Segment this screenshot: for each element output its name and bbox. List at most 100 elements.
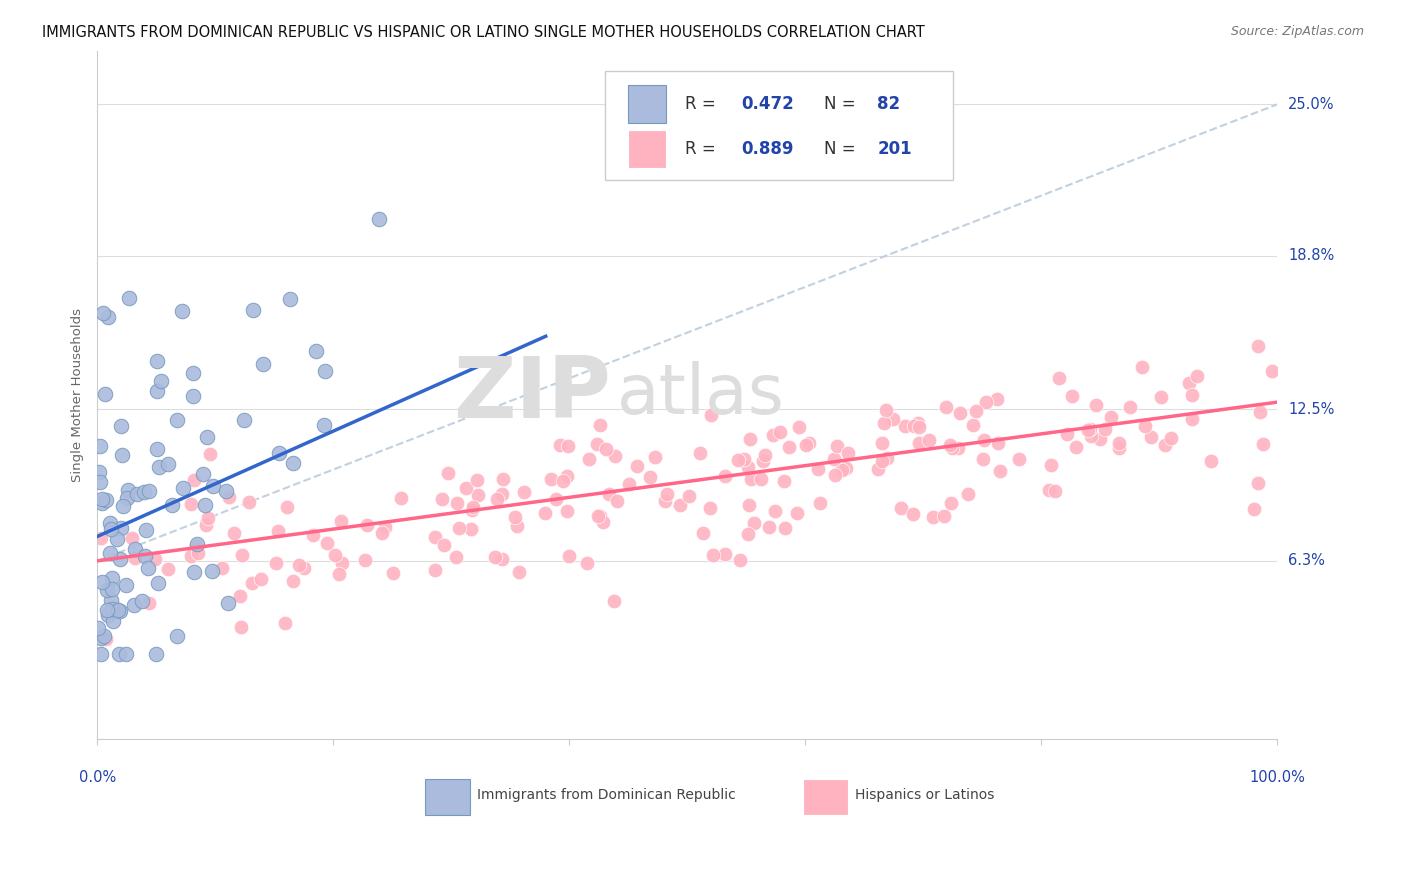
Y-axis label: Single Mother Households: Single Mother Households	[72, 308, 84, 482]
Point	[742, 516, 765, 530]
Point	[166, 629, 188, 643]
Point	[491, 472, 513, 486]
Point	[823, 451, 845, 466]
Point	[754, 448, 776, 462]
Point	[90, 495, 112, 509]
Point	[172, 303, 194, 318]
Point	[626, 458, 648, 473]
Point	[101, 582, 124, 596]
Point	[773, 521, 796, 535]
Point	[876, 450, 898, 465]
Point	[787, 420, 810, 434]
FancyBboxPatch shape	[426, 779, 470, 814]
Point	[389, 491, 412, 506]
Point	[184, 539, 207, 553]
Point	[589, 509, 612, 524]
Point	[603, 594, 626, 608]
Text: 18.8%: 18.8%	[1288, 248, 1334, 263]
Point	[699, 501, 721, 516]
Point	[938, 438, 960, 452]
Point	[200, 447, 222, 461]
Point	[465, 473, 488, 487]
Text: 100.0%: 100.0%	[1249, 770, 1305, 785]
Point	[97, 310, 120, 324]
Point	[100, 522, 122, 536]
Point	[232, 413, 254, 427]
Point	[124, 542, 146, 557]
Point	[540, 472, 562, 486]
Point	[908, 420, 931, 434]
Point	[769, 425, 792, 440]
Point	[1150, 390, 1173, 404]
Point	[145, 647, 167, 661]
Point	[117, 483, 139, 497]
Point	[143, 552, 166, 566]
Point	[374, 519, 396, 533]
Point	[866, 462, 889, 476]
Point	[110, 419, 132, 434]
Point	[180, 497, 202, 511]
Point	[367, 211, 389, 226]
Point	[149, 374, 172, 388]
Point	[91, 575, 114, 590]
Point	[786, 506, 808, 520]
Point	[638, 469, 661, 483]
Point	[870, 436, 893, 450]
Point	[115, 647, 138, 661]
Point	[101, 571, 124, 585]
Point	[1140, 430, 1163, 444]
Point	[94, 492, 117, 507]
Point	[794, 438, 817, 452]
Point	[87, 465, 110, 479]
Point	[1178, 376, 1201, 391]
Point	[837, 446, 859, 460]
Point	[463, 500, 485, 515]
Point	[195, 518, 218, 533]
Point	[94, 387, 117, 401]
Point	[146, 576, 169, 591]
Point	[110, 521, 132, 535]
Point	[689, 446, 711, 460]
Point	[737, 459, 759, 474]
Point	[201, 565, 224, 579]
Point	[1247, 476, 1270, 491]
Point	[138, 596, 160, 610]
Point	[578, 452, 600, 467]
Point	[269, 445, 291, 459]
Point	[105, 532, 128, 546]
Point	[436, 466, 458, 480]
Point	[907, 417, 929, 431]
Text: 25.0%: 25.0%	[1288, 97, 1334, 112]
Point	[730, 553, 752, 567]
Point	[446, 496, 468, 510]
Point	[873, 416, 896, 430]
Point	[444, 550, 467, 565]
Point	[283, 574, 305, 589]
Point	[93, 306, 115, 320]
Point	[267, 524, 290, 538]
Point	[87, 621, 110, 635]
Point	[276, 500, 298, 514]
Point	[949, 406, 972, 420]
Point	[134, 549, 156, 564]
Point	[101, 615, 124, 629]
Point	[460, 522, 482, 536]
Text: ZIP: ZIP	[453, 353, 610, 436]
Point	[740, 433, 762, 447]
Point	[121, 532, 143, 546]
Point	[264, 557, 287, 571]
Point	[118, 291, 141, 305]
Point	[894, 419, 917, 434]
Point	[595, 442, 617, 457]
Text: 82: 82	[877, 95, 900, 112]
Point	[485, 492, 508, 507]
Point	[740, 472, 762, 486]
Point	[939, 496, 962, 510]
Point	[315, 535, 337, 549]
Point	[972, 451, 994, 466]
Point	[105, 601, 128, 615]
Point	[810, 496, 832, 510]
Point	[191, 467, 214, 481]
Point	[1249, 405, 1271, 419]
Point	[1154, 437, 1177, 451]
